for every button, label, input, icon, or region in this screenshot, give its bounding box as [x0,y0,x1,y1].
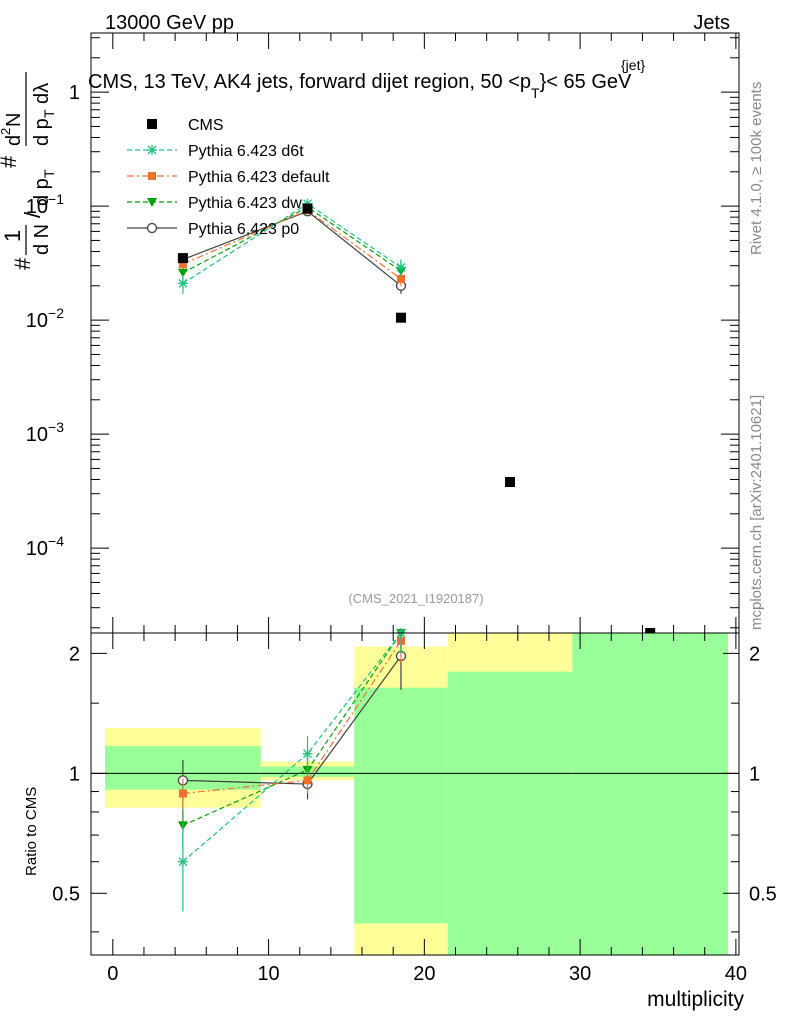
legend: CMS Pythia 6.423 d6t Pythia 6.423 default P… [127,117,330,238]
main-axes: 1 10−1 10−2 10−3 10−4 [26,33,739,633]
ratio-frame [90,632,740,956]
main-pythia-6-423-dw-point [177,268,188,278]
legend-item-pythia-6-423-p0: Pythia 6.423 p0 [127,221,299,238]
ylabel-hash-2: # [0,155,21,168]
ratio-pythia-6-423-default-point [178,789,187,798]
ratio-xtick-label: 0 [107,963,118,985]
legend-label: CMS [188,117,224,134]
star-stroke [147,145,157,155]
main-pythia-6-423-default-point [396,274,405,283]
plot-title: CMS, 13 TeV, AK4 jets, forward dijet reg… [88,71,632,101]
legend-item-pythia-6-423-default: Pythia 6.423 default [127,169,330,186]
legend-marker [147,119,157,129]
ylabel-dlambda: dλ [31,83,53,104]
legend-label: Pythia 6.423 default [188,169,330,186]
legend-marker [147,145,157,155]
ylabel-dpT: d p [31,178,53,206]
ratio-panel: 0.5 0.51 12 20 10 20 30 40 [52,628,777,985]
main-ytick-label: 10−2 [26,305,64,332]
ratio-ytick-label: 1 [69,763,80,785]
ylabel-dpT2: d p [31,118,53,146]
side-label-mcplots: mcplots.cern.ch [arXiv:2401.10621] [748,395,765,630]
ylabel-slash: / [20,211,45,218]
ratio-pythia-6-423-d6t-point [302,748,313,759]
header-left: 13000 GeV pp [105,12,234,34]
ratio-ytick-label-right: 0.5 [749,883,777,905]
main-pythia-6-423-d6t-point [395,262,406,273]
legend-marker [146,222,158,234]
star-stroke [178,278,188,288]
star-stroke [303,749,312,759]
ylabel-N: N [3,113,25,127]
ratio-ytick-label: 2 [69,643,80,665]
ratio-pythia-6-423-default-point [303,776,312,785]
ratio-ytick-label-right: 1 [749,763,760,785]
plot-title-main: CMS, 13 TeV, AK4 jets, forward dijet reg… [88,71,531,93]
star-stroke [178,857,188,867]
ylabel-one: 1 [0,230,25,242]
ratio-xtick-label: 40 [725,963,747,985]
x-axis-title: multiplicity [647,988,744,1011]
ylabel-hash-1: # [10,257,35,270]
legend-label: Pythia 6.423 dw [188,195,302,212]
legend-label: Pythia 6.423 d6t [188,143,304,160]
main-cms-point [505,477,516,488]
header-right: Jets [693,12,730,34]
ylabel-d2: d [3,135,25,146]
ylabel-sup2: 2 [0,128,13,135]
main-ytick-label: 10−3 [26,419,64,446]
ylabel-subT: T [41,169,57,178]
main-ytick-label: 10−1 [26,191,64,218]
legend-item-cms: CMS [147,117,224,134]
main-pythia-6-423-default-point [178,260,187,269]
legend-marker [148,172,156,180]
main-ytick-label: 10−4 [26,533,64,560]
star-stroke [396,262,406,272]
main-ytick-label: 1 [69,82,80,104]
main-series [177,198,656,638]
ratio-ylabel: Ratio to CMS [23,787,40,876]
main-cms-point [177,253,188,264]
ratio-pythia-6-423-d6t-point [177,856,188,867]
ratio-bands [105,633,729,955]
ratio-ytick-label: 0.5 [52,883,80,905]
ratio-band-green [572,633,729,955]
side-label-rivet: Rivet 4.1.0, ≥ 100k events [748,82,765,255]
plot-title-sup: {jet} [621,57,645,73]
ratio-xtick-label: 10 [257,963,279,985]
ratio-band-green [354,687,448,924]
legend-marker [147,198,157,207]
main-cms-point [302,203,313,214]
plot-title-end: }< 65 GeV [540,71,632,93]
legend-item-pythia-6-423-dw: Pythia 6.423 dw [127,195,302,212]
ratio-band-green [447,671,573,955]
legend-label: Pythia 6.423 p0 [188,221,299,238]
legend-item-pythia-6-423-d6t: Pythia 6.423 d6t [127,143,304,160]
main-cms-point [395,312,406,323]
ratio-xtick-label: 30 [569,963,591,985]
main-panel: 1 10−1 10−2 10−3 10−4 (CMS_2021_I1920187) [26,32,740,638]
analysis-watermark: (CMS_2021_I1920187) [348,591,483,606]
ratio-ytick-label-right: 2 [749,643,760,665]
ratio-axes: 0.5 0.51 12 20 10 20 30 40 [52,633,777,985]
main-ylabel: # 1 d N / d p T # d 2 N d p T dλ [0,72,57,270]
ratio-xtick-label: 20 [413,963,435,985]
plot-title-sub: T [531,85,540,101]
main-pythia-6-423-d6t-point [177,278,188,289]
ylabel-subT2: T [41,109,57,118]
ylabel-dN: d N [31,224,53,255]
